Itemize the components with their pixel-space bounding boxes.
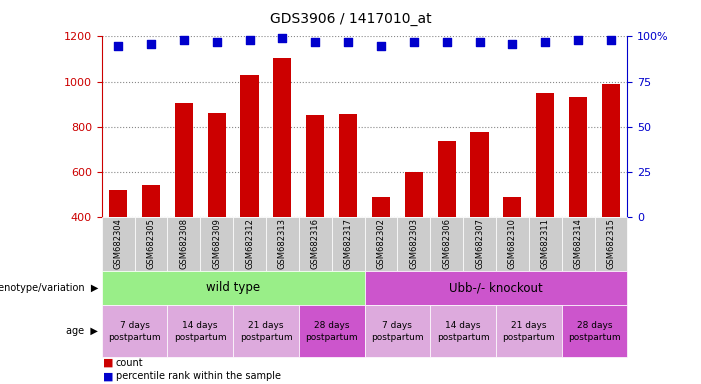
Text: GSM682306: GSM682306	[442, 218, 451, 269]
Text: 7 days
postpartum: 7 days postpartum	[371, 321, 423, 342]
Text: wild type: wild type	[206, 281, 260, 295]
Text: GSM682309: GSM682309	[212, 218, 221, 269]
Text: 21 days
postpartum: 21 days postpartum	[503, 321, 555, 342]
Point	[277, 35, 288, 41]
Text: 14 days
postpartum: 14 days postpartum	[174, 321, 226, 342]
Point	[310, 39, 321, 45]
Point	[507, 41, 518, 47]
Point	[474, 39, 485, 45]
Text: GDS3906 / 1417010_at: GDS3906 / 1417010_at	[270, 12, 431, 25]
Point	[343, 39, 354, 45]
Text: GSM682304: GSM682304	[114, 218, 123, 269]
Text: GSM682307: GSM682307	[475, 218, 484, 269]
Text: GSM682305: GSM682305	[147, 218, 156, 269]
Text: genotype/variation  ▶: genotype/variation ▶	[0, 283, 98, 293]
Text: GSM682308: GSM682308	[179, 218, 189, 269]
Text: Ubb-/- knockout: Ubb-/- knockout	[449, 281, 543, 295]
Text: age  ▶: age ▶	[67, 326, 98, 336]
Point	[211, 39, 222, 45]
Point	[408, 39, 419, 45]
Bar	[602, 84, 620, 217]
Text: GSM682316: GSM682316	[311, 218, 320, 269]
Bar	[372, 197, 390, 217]
Bar	[470, 132, 489, 217]
Text: 21 days
postpartum: 21 days postpartum	[240, 321, 292, 342]
Bar	[273, 58, 292, 217]
Text: GSM682311: GSM682311	[540, 218, 550, 269]
Point	[573, 37, 584, 43]
Bar	[437, 141, 456, 217]
Point	[540, 39, 551, 45]
Text: 28 days
postpartum: 28 days postpartum	[569, 321, 621, 342]
Point	[145, 41, 156, 47]
Bar	[503, 197, 522, 217]
Bar	[306, 116, 325, 217]
Bar	[175, 103, 193, 217]
Text: GSM682315: GSM682315	[606, 218, 615, 269]
Point	[606, 37, 617, 43]
Text: ■: ■	[103, 371, 114, 381]
Bar	[536, 93, 554, 217]
Text: GSM682310: GSM682310	[508, 218, 517, 269]
Bar	[569, 98, 587, 217]
Point	[112, 43, 123, 49]
Text: GSM682302: GSM682302	[376, 218, 386, 269]
Text: 7 days
postpartum: 7 days postpartum	[108, 321, 161, 342]
Point	[441, 39, 452, 45]
Text: 28 days
postpartum: 28 days postpartum	[306, 321, 358, 342]
Bar	[339, 114, 357, 217]
Text: GSM682313: GSM682313	[278, 218, 287, 269]
Bar	[404, 172, 423, 217]
Text: GSM682317: GSM682317	[343, 218, 353, 269]
Point	[244, 37, 255, 43]
Bar	[109, 190, 127, 217]
Bar	[240, 75, 259, 217]
Point	[375, 43, 386, 49]
Text: ■: ■	[103, 358, 114, 368]
Text: GSM682314: GSM682314	[573, 218, 583, 269]
Text: 14 days
postpartum: 14 days postpartum	[437, 321, 489, 342]
Bar	[207, 113, 226, 217]
Text: count: count	[116, 358, 143, 368]
Bar	[142, 185, 160, 217]
Text: GSM682303: GSM682303	[409, 218, 418, 269]
Point	[178, 37, 189, 43]
Text: GSM682312: GSM682312	[245, 218, 254, 269]
Text: percentile rank within the sample: percentile rank within the sample	[116, 371, 280, 381]
